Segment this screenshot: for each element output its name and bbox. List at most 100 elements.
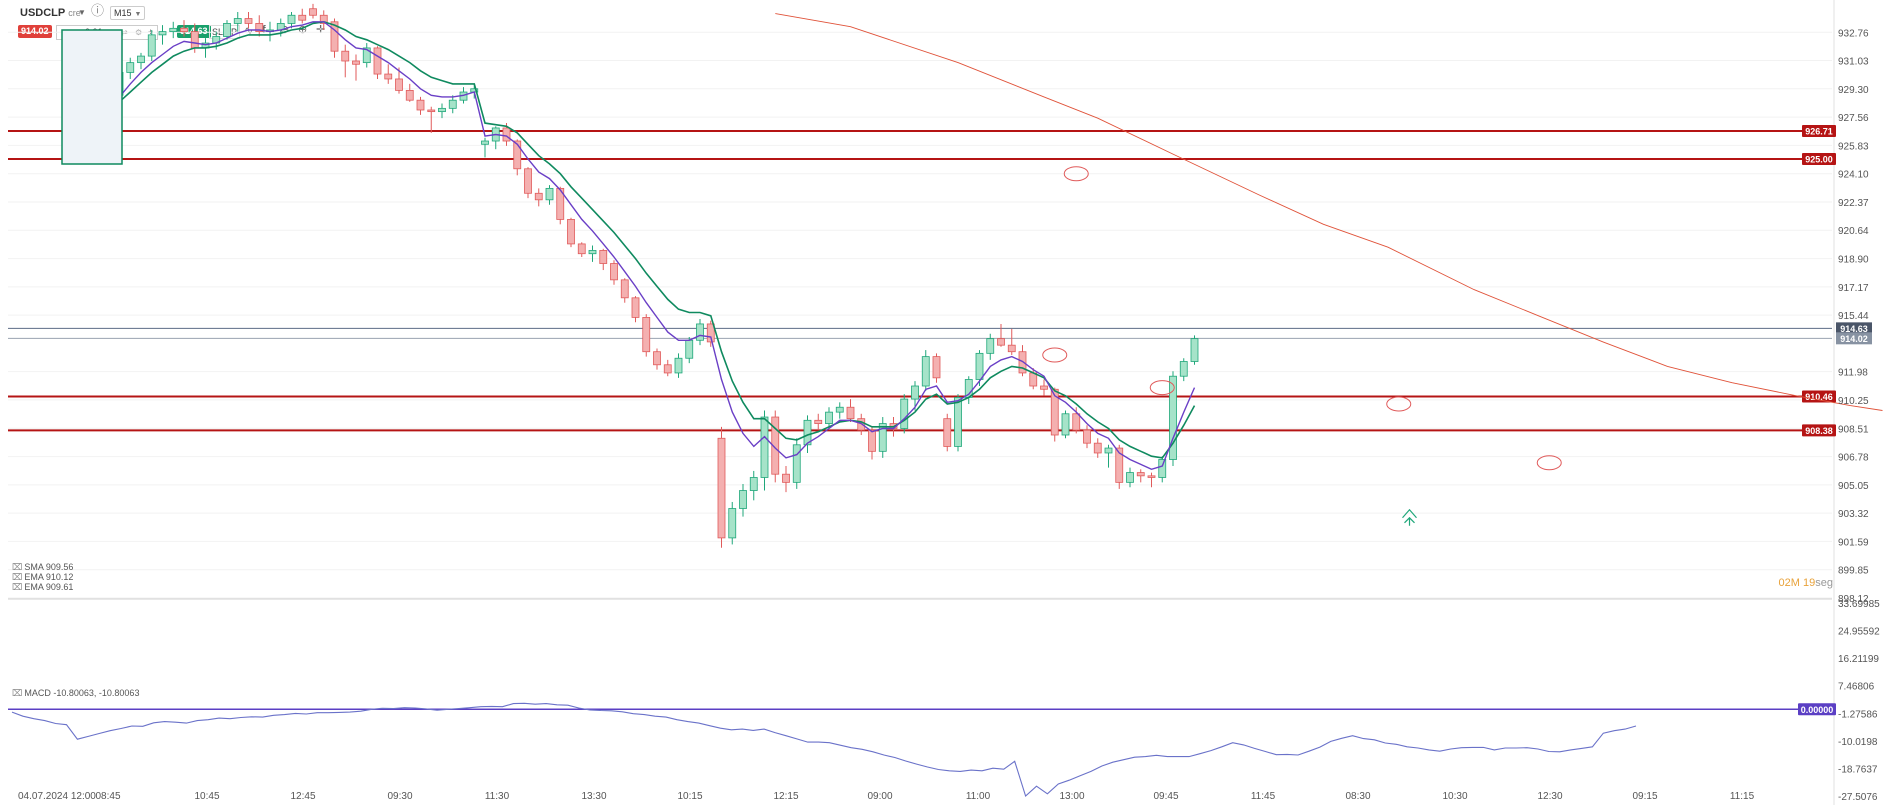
legend-sma[interactable]: ⌧ SMA 909.56 [12, 562, 73, 572]
macd-tick-label: -18.7637 [1838, 764, 1878, 775]
bear-candle [868, 429, 876, 452]
bull-candle [147, 34, 156, 57]
sell-price-button[interactable]: 914.02 [18, 25, 52, 38]
zoom-in-icon[interactable]: ⊕ [298, 24, 308, 36]
level-price-tag [1802, 390, 1836, 403]
time-tick-label: 11:00 [966, 791, 991, 802]
countdown-minutes-unit: M [1790, 577, 1800, 589]
bull-candle [911, 385, 919, 400]
bear-candle [567, 219, 575, 245]
time-axis[interactable]: 04.07.2024 12:00 08:45 10:45 12:45 09:30 11:3… [18, 791, 1755, 802]
info-icon[interactable]: ⓘ [91, 3, 105, 18]
bear-candle [620, 279, 629, 299]
level-price-tag [1802, 424, 1836, 437]
position-box[interactable] [61, 29, 123, 165]
crosshair-icon[interactable]: ✛ [316, 24, 326, 36]
level-price-tag [1802, 125, 1836, 138]
close-icon[interactable]: ⌧ [12, 562, 23, 572]
macd-zero-label: 0.00000 [1801, 705, 1834, 715]
time-tick-label: 08:45 [95, 791, 120, 802]
bear-candle [1072, 413, 1081, 431]
macd-legend-label: MACD -10.80063, -10.80063 [24, 688, 140, 698]
bid-price-line-label: 914.02 [1840, 334, 1868, 344]
bear-candle [1083, 429, 1091, 444]
price-tick-label: 925.83 [1838, 141, 1869, 152]
bull-candle [685, 339, 694, 359]
bull-candle [448, 99, 457, 109]
level-price-label: 926.71 [1805, 127, 1833, 137]
bull-candle [545, 187, 554, 201]
highlight-ellipse [1063, 166, 1089, 182]
bear-candle [384, 73, 393, 80]
price-tick-label: 906.78 [1838, 453, 1869, 464]
bear-candle [1050, 388, 1059, 436]
bull-candle [126, 62, 135, 73]
chevron-down-icon: ▼ [134, 11, 142, 18]
timeframe-select[interactable]: M15 ▼ [110, 6, 145, 20]
bear-candle [309, 8, 317, 16]
bull-candle [739, 490, 747, 509]
bull-candle [975, 352, 984, 380]
price-tick-label: 929.30 [1838, 85, 1869, 96]
symbol-selector[interactable]: USDCLP cre [20, 7, 81, 19]
price-tick-label: 922.37 [1838, 198, 1869, 209]
chart-type-icon[interactable]: ∿ [244, 25, 254, 37]
bull-candle [481, 140, 489, 145]
bull-candle [233, 18, 242, 24]
price-axis[interactable]: 932.76 931.03 929.30 927.56 925.83 924.10 922.… [1838, 28, 1880, 803]
close-icon[interactable]: ⌧ [12, 582, 23, 592]
bid-price-line-tag [1836, 332, 1872, 345]
bear-candle [513, 140, 522, 170]
candles [94, 3, 1199, 548]
bear-candle [298, 14, 307, 21]
price-tick-label: 932.76 [1838, 28, 1869, 39]
bear-candle [524, 168, 532, 194]
bear-candle [577, 243, 586, 255]
bear-candle [395, 78, 403, 91]
chevron-down-icon[interactable]: ▼ [78, 8, 86, 17]
bear-candle [1007, 344, 1016, 353]
bear-candle [244, 18, 253, 24]
bear-candle [1093, 442, 1102, 454]
price-tick-label: 911.98 [1838, 368, 1868, 379]
bear-candle [405, 89, 414, 101]
bear-candle [642, 317, 651, 353]
bear-candle [416, 99, 425, 111]
bull-candle [803, 419, 812, 446]
bid-price: 914.02 [21, 26, 49, 36]
bear-candle [180, 27, 188, 32]
bull-candle [169, 27, 178, 32]
price-tick-label: 908.51 [1838, 424, 1869, 435]
legend-ema-2[interactable]: ⌧ EMA 909.61 [12, 582, 73, 592]
ask-price-line-label: 914.63 [1840, 324, 1868, 334]
close-icon[interactable]: ⌧ [12, 572, 23, 582]
annotations [61, 29, 1562, 526]
bear-candle [534, 192, 543, 201]
ask-price: 914.63 [180, 26, 208, 36]
bear-candle [943, 418, 952, 447]
bull-candle [696, 323, 704, 341]
bull-candle [1061, 413, 1070, 436]
bear-candle [341, 50, 350, 62]
highlight-ellipse [1149, 380, 1175, 396]
timeframe-value: M15 [114, 8, 132, 18]
ask-price-line-tag [1836, 322, 1872, 335]
close-icon[interactable]: ⌧ [12, 688, 23, 698]
bull-candle [1126, 472, 1134, 483]
legend-ema-1[interactable]: ⌧ EMA 910.12 [12, 572, 73, 582]
bear-candle [1136, 472, 1145, 477]
bull-candle [921, 356, 930, 387]
highlight-ellipse [1386, 396, 1412, 412]
bear-candle [846, 406, 855, 420]
time-tick-label: 09:15 [1632, 791, 1657, 802]
bear-candle [782, 473, 790, 483]
bear-candle [330, 21, 339, 52]
bull-candle [792, 444, 801, 483]
candle-countdown: 02M 19seg [1779, 577, 1833, 589]
bear-candle [663, 364, 672, 374]
highlight-ellipse [1042, 347, 1068, 363]
sma-line [775, 13, 1883, 411]
bull-candle [362, 47, 371, 64]
